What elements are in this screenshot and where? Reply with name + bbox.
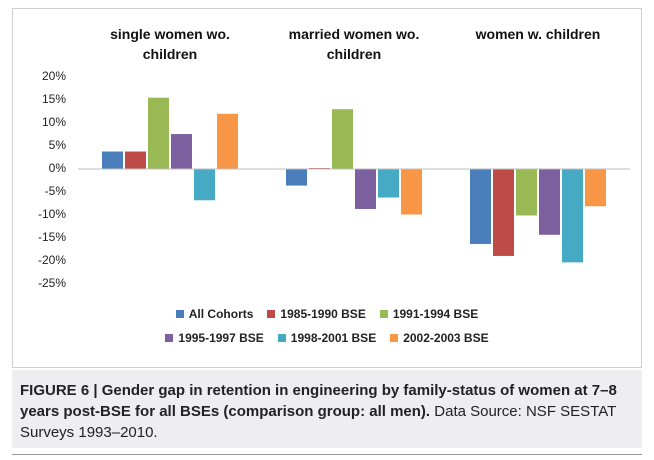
- legend-item: 2002-2003 BSE: [390, 331, 489, 345]
- bar: [194, 169, 215, 201]
- caption: FIGURE 6 | Gender gap in retention in en…: [12, 370, 642, 448]
- bar: [217, 113, 238, 169]
- bar: [539, 169, 560, 235]
- bar: [585, 169, 606, 207]
- bar: [102, 151, 123, 169]
- legend-label: 1985-1990 BSE: [280, 307, 366, 321]
- legend-item: 1995-1997 BSE: [165, 331, 264, 345]
- chart: 20% 15% 10% 5% 0% -5% -10% -15% -20% -25%: [38, 69, 630, 290]
- legend-item: 1998-2001 BSE: [277, 331, 377, 345]
- legend-item: 1991-1994 BSE: [379, 307, 479, 321]
- caption-title: FIGURE 6 | Gender gap in retention in en…: [20, 382, 617, 420]
- bar: [562, 169, 583, 263]
- category-label: women w. children: [475, 26, 601, 42]
- bar: [286, 169, 307, 186]
- y-tick-label: 15%: [42, 92, 66, 106]
- y-tick-label: -15%: [38, 230, 66, 244]
- bar: [378, 169, 399, 198]
- legend-item: All Cohorts: [175, 307, 254, 321]
- bar: [355, 169, 376, 210]
- bar: [332, 109, 353, 169]
- legend-item: 1985-1990 BSE: [267, 307, 366, 321]
- category-label: single women wo. children: [110, 26, 230, 62]
- y-tick-label: 0%: [49, 161, 67, 175]
- rule: [12, 454, 642, 455]
- legend-label: 1995-1997 BSE: [178, 331, 264, 345]
- y-tick-label: -5%: [45, 184, 67, 198]
- legend-swatch: [175, 310, 184, 318]
- y-tick-label: -10%: [38, 207, 66, 221]
- bar: [470, 169, 491, 244]
- bar: [401, 169, 422, 215]
- legend-swatch: [390, 334, 399, 342]
- bar: [125, 151, 146, 169]
- category-label: married women wo. children: [288, 26, 420, 62]
- legend-swatch: [379, 310, 388, 318]
- y-tick-label: 10%: [42, 115, 66, 129]
- caption-source: Data Source: NSF SESTAT Surveys 1993–201…: [20, 403, 616, 441]
- bar: [171, 134, 192, 169]
- legend-swatch: [267, 310, 276, 318]
- legend-label: 1998-2001 BSE: [290, 331, 377, 345]
- bar: [148, 97, 169, 169]
- y-tick-label: 5%: [49, 138, 67, 152]
- chart-frame: [12, 8, 642, 368]
- legend-swatch: [165, 334, 174, 342]
- legend-swatch: [277, 334, 286, 342]
- y-tick-label: -25%: [38, 276, 66, 290]
- legend: All Cohorts 1985-1990 BSE 1991-1994 BSE 199…: [137, 307, 517, 345]
- bar: [516, 169, 537, 216]
- y-tick-label: 20%: [42, 69, 66, 83]
- legend-label: 1991-1994 BSE: [392, 307, 479, 321]
- legend-label: All Cohorts: [188, 307, 254, 321]
- legend-label: 2002-2003 BSE: [403, 331, 489, 345]
- y-tick-label: -20%: [38, 253, 66, 267]
- bar: [493, 169, 514, 256]
